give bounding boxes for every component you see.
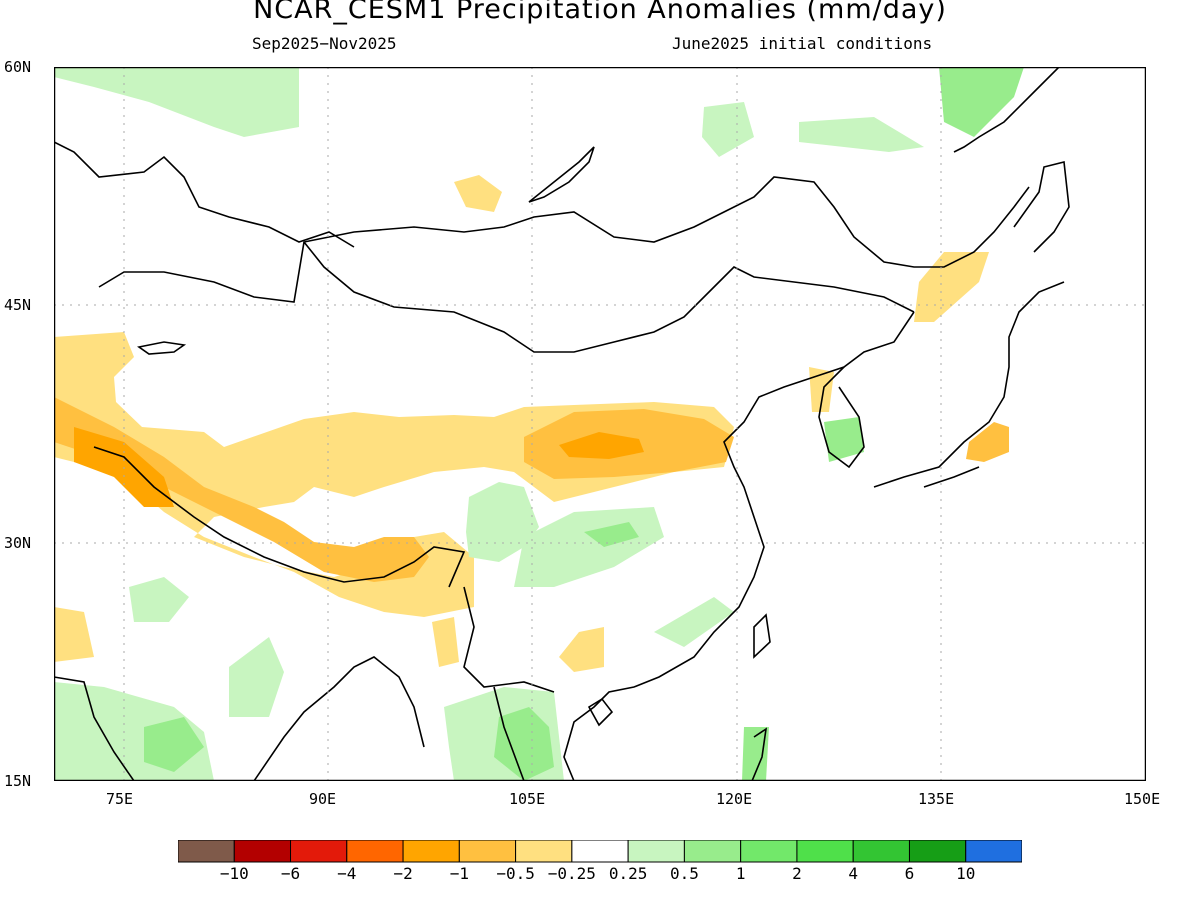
- colorbar-swatch: [740, 840, 798, 863]
- colorbar-swatch: [627, 840, 685, 863]
- colorbar-swatch: [908, 840, 967, 863]
- colorbar-label: −4: [337, 864, 357, 883]
- wet-anomaly-taiwan-area: [654, 597, 734, 647]
- initial-conditions: June2025 initial conditions: [672, 34, 933, 53]
- colorbar-label: −10: [219, 864, 249, 883]
- dry-anomaly-himalaya: [54, 332, 734, 617]
- colorbar-swatch: [178, 840, 235, 863]
- wet-anomaly-siberia-west: [54, 67, 299, 137]
- wet-anomaly-south-china-core: [584, 522, 639, 547]
- colorbar: [178, 840, 1022, 863]
- colorbar-label: 6: [904, 864, 915, 883]
- lon-label-135e: 135E: [918, 790, 955, 808]
- lon-label-105e: 105E: [509, 790, 546, 808]
- border-indochina: [463, 586, 555, 781]
- dry-anomaly-indochina: [559, 627, 604, 672]
- wet-anomaly-south-china: [514, 507, 664, 587]
- lake-baikal: [528, 146, 595, 203]
- colorbar-label: −0.5: [496, 864, 535, 883]
- border-mongolia-china: [303, 241, 915, 353]
- wet-anomaly-bangladesh: [229, 637, 284, 717]
- coastline-kamchatka: [953, 67, 1060, 153]
- colorbar-label: 4: [848, 864, 859, 883]
- precipitation-anomaly-map: [54, 67, 1146, 781]
- colorbar-swatch: [290, 840, 348, 863]
- colorbar-swatch: [233, 840, 292, 863]
- colorbar-label: 0.5: [669, 864, 699, 883]
- lake-balkhash: [137, 341, 187, 355]
- border-himalaya: [93, 446, 466, 588]
- wet-anomaly-india-mid: [129, 577, 189, 622]
- anomaly-shading: [54, 67, 1024, 781]
- colorbar-label: −6: [280, 864, 301, 883]
- lon-label-150e: 150E: [1124, 790, 1161, 808]
- coastline-taiwan: [753, 613, 771, 659]
- border-kazakhstan-russia: [98, 176, 1030, 303]
- colorbar-label: −0.25: [547, 864, 596, 883]
- lon-label-90e: 90E: [309, 790, 337, 808]
- colorbar-label: 1: [735, 864, 746, 883]
- lon-label-75e: 75E: [106, 790, 134, 808]
- colorbar-swatch: [852, 840, 910, 863]
- colorbar-swatch: [458, 840, 517, 863]
- wet-anomaly-indochina-core: [494, 707, 554, 781]
- coastline-india: [54, 656, 425, 781]
- colorbar-label: 2: [792, 864, 802, 883]
- gridlines: [54, 67, 1146, 781]
- wet-anomaly-india-core: [144, 717, 204, 772]
- forecast-period: Sep2025−Nov2025: [252, 34, 397, 53]
- lat-label-60n: 60N: [4, 58, 32, 76]
- coastline-arctic-siberia: [54, 141, 355, 248]
- lat-label-45n: 45N: [4, 296, 32, 314]
- colorbar-swatch: [346, 840, 404, 863]
- dry-anomaly-japan: [966, 422, 1009, 462]
- colorbar-swatch: [683, 840, 742, 863]
- colorbar-swatch: [571, 840, 629, 863]
- dry-anomaly-northeast: [914, 252, 989, 322]
- wet-anomaly-philippines: [742, 727, 769, 781]
- coastline-korea: [818, 366, 865, 469]
- wet-anomaly-tibet: [466, 482, 539, 562]
- dry-anomaly-baikal: [454, 175, 502, 212]
- coastline-sakhalin: [1013, 161, 1070, 253]
- wet-anomaly-okhotsk: [939, 67, 1024, 137]
- lat-label-30n: 30N: [4, 534, 32, 552]
- dry-anomaly-west: [54, 397, 429, 582]
- wet-anomaly-siberia-mid: [702, 102, 754, 157]
- coastline-philippines: [751, 727, 768, 781]
- colorbar-label: 10: [956, 864, 976, 883]
- coastline-japan: [873, 281, 1065, 488]
- lat-label-15n: 15N: [4, 772, 32, 790]
- lon-label-120e: 120E: [716, 790, 753, 808]
- colorbar-label: −1: [449, 864, 469, 883]
- coastline-china-east: [563, 311, 915, 781]
- colorbar-swatch: [515, 840, 573, 863]
- coastline-hainan: [587, 697, 614, 727]
- dry-anomaly-bengal: [432, 617, 459, 667]
- colorbar-swatch: [965, 840, 1022, 863]
- dry-anomaly-korea: [809, 367, 834, 412]
- dry-anomaly-india-west: [54, 607, 94, 662]
- map-title: NCAR_CESM1 Precipitation Anomalies (mm/d…: [253, 0, 947, 25]
- colorbar-swatch: [796, 840, 854, 863]
- colorbar-swatch: [402, 840, 460, 863]
- colorbar-label: −2: [393, 864, 413, 883]
- coastlines: [54, 67, 1070, 781]
- map-frame: [54, 67, 1146, 781]
- wet-anomaly-korea: [824, 417, 864, 462]
- colorbar-label: 0.25: [608, 864, 648, 883]
- wet-anomaly-siberia-east: [799, 117, 924, 152]
- dry-anomaly-core: [559, 432, 644, 459]
